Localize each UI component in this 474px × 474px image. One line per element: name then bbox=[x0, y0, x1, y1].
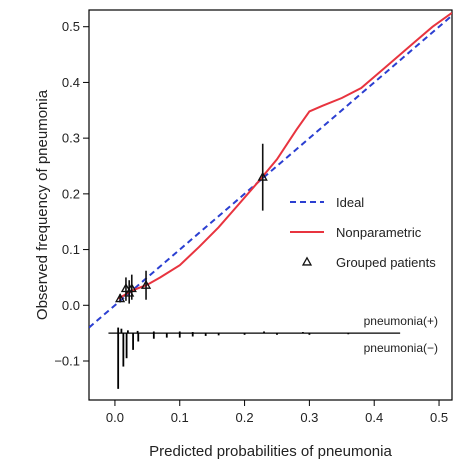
x-tick-label: 0.1 bbox=[171, 410, 189, 425]
y-tick-label: 0.0 bbox=[62, 298, 80, 313]
spike-histogram bbox=[108, 327, 401, 389]
y-axis: −0.1 0.0 0.1 0.2 0.3 0.4 0.5 bbox=[54, 19, 89, 369]
y-tick-label: 0.2 bbox=[62, 186, 80, 201]
y-tick-label: 0.4 bbox=[62, 75, 80, 90]
grouped-point bbox=[126, 283, 137, 293]
legend: Ideal Nonparametric Grouped patients bbox=[290, 195, 436, 270]
grouped-points bbox=[115, 143, 268, 304]
plot-area bbox=[89, 11, 452, 389]
x-axis-title: Predicted probabilities of pneumonia bbox=[149, 443, 392, 460]
legend-triangle-marker bbox=[301, 256, 313, 266]
plot-frame bbox=[88, 9, 453, 401]
y-tick-label: 0.5 bbox=[62, 19, 80, 34]
x-tick-label: 0.3 bbox=[300, 410, 318, 425]
y-tick-label: 0.3 bbox=[62, 131, 80, 146]
pneumonia-negative-label: pneumonia(−) bbox=[364, 341, 438, 355]
x-tick-label: 0.2 bbox=[236, 410, 254, 425]
pneumonia-positive-label: pneumonia(+) bbox=[364, 314, 438, 328]
y-tick-label: 0.1 bbox=[62, 242, 80, 257]
x-tick-label: 0.5 bbox=[430, 410, 448, 425]
nonparametric-line bbox=[117, 11, 452, 300]
x-tick-label: 0.4 bbox=[365, 410, 383, 425]
legend-nonparametric-label: Nonparametric bbox=[336, 225, 422, 240]
grouped-point bbox=[257, 171, 268, 181]
grouped-point bbox=[115, 293, 126, 303]
x-axis: 0.0 0.1 0.2 0.3 0.4 0.5 bbox=[106, 400, 448, 425]
grouped-point bbox=[120, 283, 132, 293]
legend-ideal-label: Ideal bbox=[336, 195, 364, 210]
y-axis-title: Observed frequency of pneumonia bbox=[34, 89, 51, 320]
y-tick-label: −0.1 bbox=[54, 354, 80, 369]
legend-grouped-label: Grouped patients bbox=[336, 255, 436, 270]
ideal-line bbox=[89, 14, 452, 329]
x-tick-label: 0.0 bbox=[106, 410, 124, 425]
grouped-point bbox=[140, 279, 152, 289]
